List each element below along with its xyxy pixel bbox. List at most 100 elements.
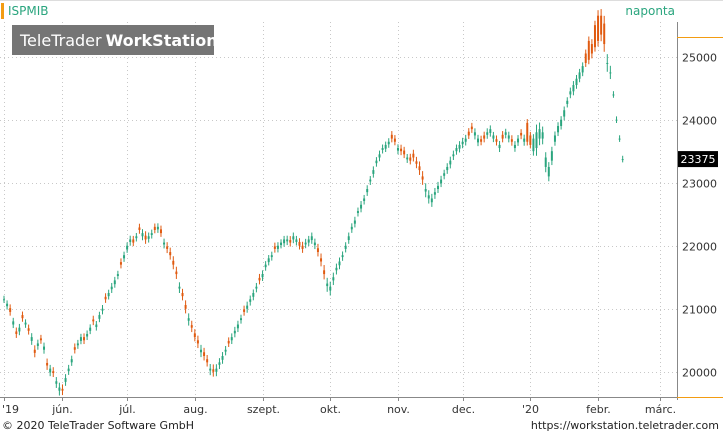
candle-body — [144, 235, 147, 240]
candle-body — [18, 327, 21, 332]
candle-body — [187, 318, 190, 321]
candle-body — [436, 185, 439, 190]
candle-body — [378, 154, 381, 158]
candle-body — [396, 148, 399, 151]
candle-body — [409, 157, 412, 161]
candle-body — [557, 125, 560, 133]
candle-body — [289, 240, 292, 243]
interval-label[interactable]: naponta — [625, 4, 675, 18]
candle-body — [498, 144, 501, 149]
candle-body — [393, 138, 396, 142]
candle-body — [446, 166, 449, 171]
candle-body — [406, 157, 409, 160]
candle-body — [433, 192, 436, 195]
candle-body — [313, 242, 316, 246]
candle-body — [403, 150, 406, 155]
candle-body — [6, 303, 9, 307]
candle-body — [243, 309, 246, 312]
candle-body — [480, 139, 483, 142]
candle-body — [430, 198, 433, 203]
candle-body — [338, 261, 341, 266]
candle-body — [329, 286, 332, 291]
candle-body — [52, 371, 55, 374]
candle-body — [286, 239, 289, 242]
candle-body — [175, 271, 178, 275]
candle-body — [163, 242, 166, 245]
candle-body — [246, 305, 249, 309]
candle-body — [218, 362, 221, 365]
candle-body — [597, 15, 600, 41]
candle-body — [529, 135, 532, 145]
candle-body — [169, 252, 172, 256]
candle-body — [332, 277, 335, 281]
candle-body — [12, 321, 15, 325]
candle-body — [492, 135, 495, 139]
candle-body — [236, 324, 239, 329]
candle-body — [316, 248, 319, 253]
candle-body — [73, 347, 76, 350]
watermark-box — [12, 25, 214, 55]
candle-body — [107, 293, 110, 297]
candle-body — [280, 242, 283, 246]
candle-body — [304, 242, 307, 245]
watermark-product: WorkStation — [106, 31, 218, 50]
candle-body — [369, 179, 372, 182]
candle-body — [113, 280, 116, 285]
candle-body — [477, 138, 480, 143]
candle-body — [95, 324, 98, 328]
candle-body — [172, 260, 175, 265]
x-tick-label: júl. — [118, 403, 136, 416]
candle-body — [523, 138, 526, 142]
candle-body — [258, 277, 261, 281]
candle-body — [252, 293, 255, 297]
candle-body — [415, 161, 418, 164]
candle-body — [418, 166, 421, 171]
candle-body — [267, 258, 270, 263]
candle-body — [440, 179, 443, 184]
candle-body — [129, 239, 132, 242]
footer-copyright: © 2020 TeleTrader Software GmbH — [2, 419, 195, 432]
candle-body — [356, 211, 359, 213]
candle-body — [606, 62, 609, 64]
candle-body — [443, 173, 446, 176]
candle-body — [593, 25, 596, 48]
watermark-brand: TeleTrader — [19, 31, 102, 50]
candle-body — [609, 72, 612, 74]
candle-body — [123, 255, 126, 259]
candle-body — [156, 226, 159, 230]
candle-body — [199, 349, 202, 353]
candle-body — [43, 346, 46, 350]
candle-body — [92, 319, 95, 322]
candle-body — [212, 369, 215, 372]
candle-body — [486, 132, 489, 135]
candle-body — [46, 362, 49, 366]
candle-body — [483, 135, 486, 139]
candle-body — [249, 299, 252, 302]
x-tick-label: jún. — [51, 403, 73, 416]
candle-body — [464, 138, 467, 142]
candle-body — [489, 129, 492, 133]
candle-body — [458, 144, 461, 149]
candle-body — [538, 129, 541, 139]
candle-layer — [3, 9, 624, 396]
candle-body — [621, 159, 624, 161]
candle-body — [206, 359, 209, 363]
candle-body — [30, 337, 33, 341]
candle-body — [335, 267, 338, 271]
candle-body — [553, 135, 556, 142]
candle-body — [569, 91, 572, 95]
candle-body — [83, 337, 86, 341]
candle-body — [307, 239, 310, 243]
candle-body — [138, 227, 141, 230]
symbol-label[interactable]: ISPMIB — [8, 4, 49, 18]
candle-body — [55, 381, 58, 384]
candle-body — [3, 299, 5, 301]
candle-body — [360, 204, 363, 209]
candle-body — [147, 236, 150, 239]
candle-body — [387, 141, 390, 145]
candle-body — [61, 388, 64, 391]
candle-body — [221, 356, 224, 360]
candle-body — [526, 122, 529, 142]
footer-url[interactable]: https://workstation.teletrader.com — [530, 419, 719, 432]
